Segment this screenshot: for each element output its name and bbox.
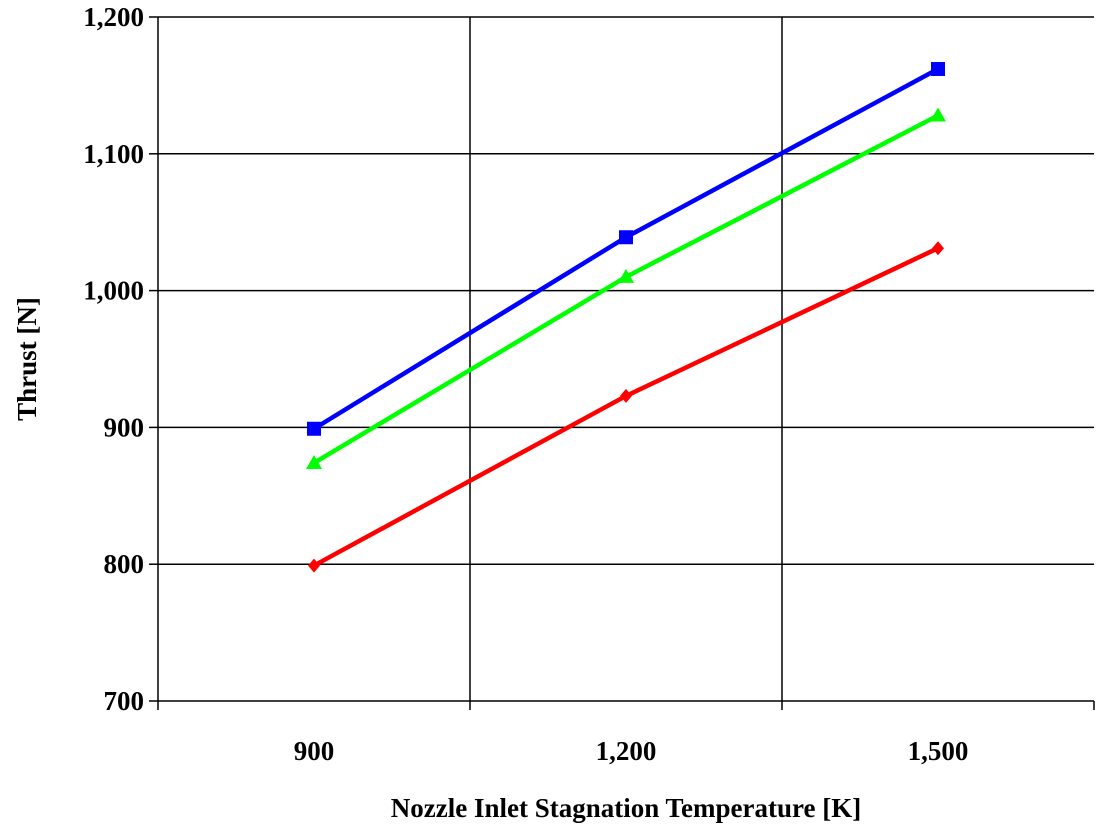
x-tick-label: 1,200: [596, 736, 657, 766]
data-point-triangle: [306, 454, 322, 469]
tick-labels: 700 800 900 1,000 1,100 1,200 900 1,200 1,500: [83, 2, 968, 766]
data-point-diamond: [932, 241, 944, 256]
axes: [149, 16, 1095, 710]
series-square: [307, 61, 945, 436]
x-tick-label: 900: [294, 736, 335, 766]
x-axis-title: Nozzle Inlet Stagnation Temperature [K]: [391, 793, 861, 823]
x-tick-label: 1,500: [908, 736, 969, 766]
y-tick-label: 800: [104, 549, 145, 579]
series-triangle: [306, 107, 946, 469]
y-tick-label: 900: [104, 412, 145, 442]
data-point-square: [931, 61, 945, 76]
grid: [158, 16, 1094, 701]
data-point-diamond: [620, 388, 632, 403]
y-tick-label: 1,000: [83, 276, 144, 306]
data-point-square: [619, 230, 633, 245]
series-diamond: [308, 241, 944, 573]
series-group: [306, 61, 946, 573]
y-axis-title: Thrust [N]: [12, 297, 42, 421]
data-point-square: [307, 421, 321, 436]
data-point-triangle: [930, 107, 946, 122]
data-point-triangle: [618, 268, 634, 283]
y-tick-label: 1,100: [83, 139, 144, 169]
series-line: [312, 67, 940, 431]
y-tick-label: 1,200: [83, 2, 144, 32]
y-tick-label: 700: [104, 686, 145, 716]
data-point-diamond: [308, 558, 320, 573]
series-line: [312, 113, 940, 465]
